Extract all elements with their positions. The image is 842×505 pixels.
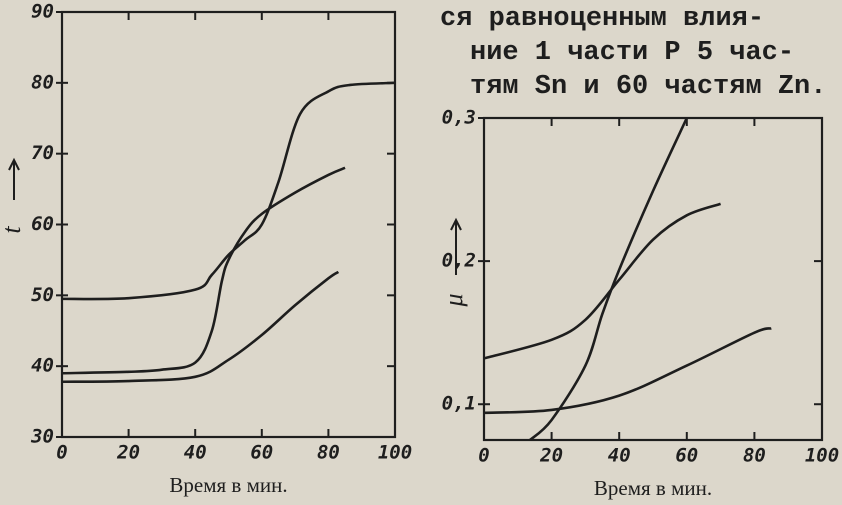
plot-frame: [482, 116, 824, 442]
x-tick-label: 20: [539, 445, 563, 467]
curve: [483, 327, 772, 415]
curve: [61, 270, 340, 384]
x-axis-label: Время в мин.: [594, 476, 712, 500]
x-tick-label: 60: [675, 445, 698, 467]
y-axis-label: t: [0, 226, 26, 234]
x-tick-label: 60: [250, 442, 273, 464]
x-tick-label: 40: [608, 445, 631, 467]
x-tick-label: 40: [184, 442, 207, 464]
x-tick-label: 100: [378, 442, 412, 464]
x-tick-label: 0: [56, 442, 67, 464]
x-tick-label: 80: [743, 445, 766, 467]
x-axis-label: Время в мин.: [169, 473, 287, 497]
curve: [61, 166, 346, 375]
y-tick-label: 60: [31, 213, 54, 235]
y-tick-label: 50: [31, 284, 54, 306]
y-tick-label: 0,1: [442, 393, 476, 415]
y-tick-label: 30: [30, 426, 54, 448]
y-axis-arrowhead: [8, 157, 20, 171]
paragraph-line: ся равноценным влия-: [440, 4, 764, 34]
x-tick-label: 20: [116, 442, 140, 464]
y-axis-arrowhead: [450, 217, 462, 231]
y-tick-label: 40: [31, 355, 54, 377]
y-axis-label: μ: [439, 293, 468, 307]
y-tick-label: 0,3: [442, 107, 476, 129]
paragraph-line: ние 1 части Р 5 час-: [470, 38, 794, 68]
paragraph-line: тям Sn и 60 частям Zn.: [470, 72, 826, 102]
x-tick-label: 0: [478, 445, 489, 467]
x-tick-label: 80: [317, 442, 340, 464]
x-tick-label: 100: [805, 445, 839, 467]
y-tick-label: 80: [31, 71, 54, 93]
curve: [61, 81, 396, 301]
curve: [529, 117, 688, 441]
y-tick-label: 90: [31, 1, 54, 23]
y-tick-label: 70: [31, 142, 54, 164]
curve: [483, 202, 722, 360]
y-tick-label: 0,2: [442, 250, 476, 272]
